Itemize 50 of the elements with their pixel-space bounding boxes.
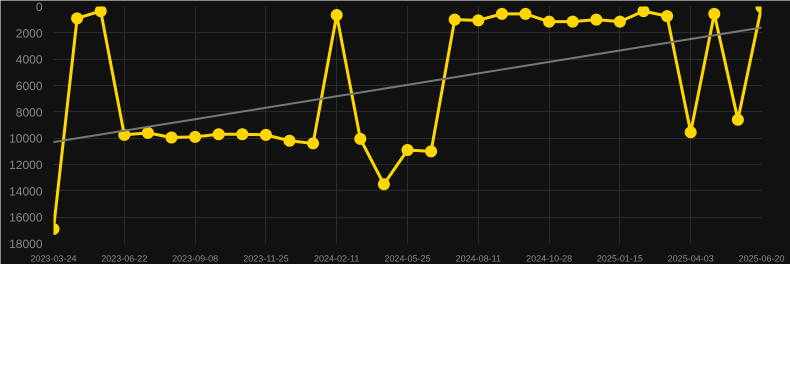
x-tick-label: 2025-06-20 bbox=[738, 254, 785, 264]
point bbox=[354, 132, 366, 145]
point bbox=[330, 9, 343, 22]
point bbox=[566, 16, 579, 28]
y-tick-label: 14000 bbox=[9, 184, 43, 198]
y-tick-label: 2000 bbox=[16, 26, 43, 40]
point bbox=[166, 132, 178, 144]
point bbox=[708, 8, 720, 20]
point bbox=[448, 14, 461, 26]
x-tick-label: 2025-04-03 bbox=[668, 254, 714, 264]
y-tick-label: 0 bbox=[36, 0, 43, 14]
x-tick-label: 2023-03-24 bbox=[30, 254, 77, 264]
y-tick-label: 12000 bbox=[9, 158, 43, 172]
x-tick-label: 2023-11-25 bbox=[243, 254, 289, 264]
point bbox=[71, 12, 84, 24]
point bbox=[236, 128, 248, 140]
y-tick-label: 18000 bbox=[9, 237, 43, 251]
point bbox=[142, 126, 154, 139]
y-tick-label: 4000 bbox=[16, 52, 43, 67]
x-tick-label: 2024-02-11 bbox=[314, 254, 360, 264]
point bbox=[94, 6, 107, 18]
y-tick-label: 8000 bbox=[16, 105, 43, 120]
x-tick-label: 2025-01-15 bbox=[596, 254, 643, 264]
point bbox=[425, 145, 438, 158]
point bbox=[614, 16, 626, 28]
y-tick-label: 6000 bbox=[16, 79, 43, 93]
point bbox=[189, 130, 202, 143]
point bbox=[212, 128, 225, 140]
x-tick-label: 2023-06-22 bbox=[101, 254, 148, 264]
point bbox=[307, 137, 320, 150]
point bbox=[590, 14, 602, 26]
x-tick-label: 2024-10-28 bbox=[526, 254, 572, 264]
point bbox=[684, 126, 697, 138]
point bbox=[496, 8, 508, 20]
x-tick-label: 2023-09-08 bbox=[172, 254, 218, 264]
line-series bbox=[54, 26, 762, 144]
point bbox=[520, 8, 532, 20]
point bbox=[661, 10, 674, 22]
y-tick-label: 16000 bbox=[9, 210, 43, 225]
point bbox=[402, 144, 414, 156]
x-tick-label: 2024-05-25 bbox=[384, 254, 431, 264]
point bbox=[732, 114, 744, 126]
point bbox=[260, 128, 272, 141]
point bbox=[638, 6, 650, 18]
point bbox=[472, 14, 484, 26]
x-tick-label: 2024-08-11 bbox=[456, 254, 501, 264]
point bbox=[543, 16, 556, 28]
point bbox=[378, 178, 390, 190]
point bbox=[284, 134, 296, 147]
y-tick-label: 10000 bbox=[9, 132, 43, 146]
